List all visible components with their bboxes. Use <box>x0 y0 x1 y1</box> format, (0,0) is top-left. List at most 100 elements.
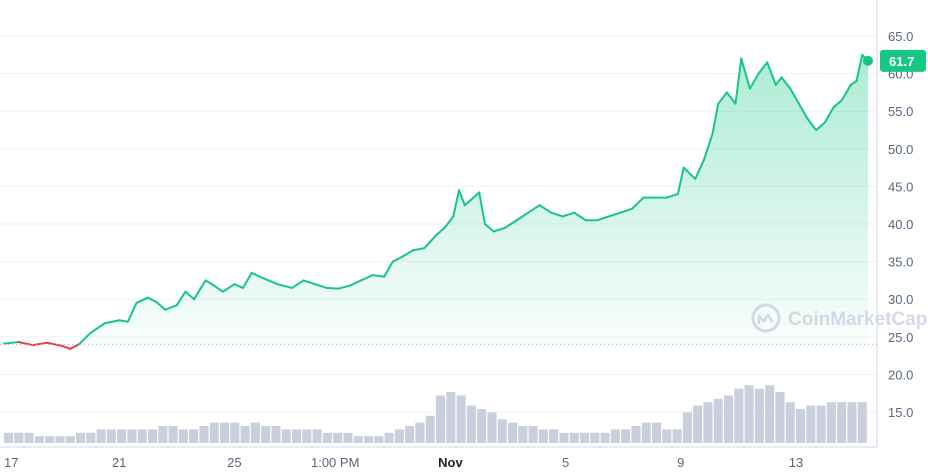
volume-bar <box>816 405 826 443</box>
price-line-segment <box>676 166 685 195</box>
volume-bar <box>209 422 219 443</box>
volume-bar <box>364 436 374 443</box>
volume-bar <box>374 436 384 443</box>
price-line-segment <box>325 286 340 290</box>
price-line-segment <box>175 290 187 307</box>
price-line-segment <box>46 341 63 347</box>
price-line-segment <box>619 207 633 214</box>
volume-bar <box>76 432 86 443</box>
price-line-segment <box>855 53 864 83</box>
price-line-segment <box>630 196 645 210</box>
price-line-segment <box>17 341 34 347</box>
price-line-segment <box>607 211 622 218</box>
price-line-segment <box>748 72 760 90</box>
volume-bar <box>4 432 14 443</box>
x-tick-label: 5 <box>562 455 569 470</box>
volume-bar <box>292 429 302 443</box>
volume-bar <box>837 402 847 443</box>
volume-bar <box>497 419 507 443</box>
y-tick-label: 45.0 <box>888 179 913 194</box>
volume-bar <box>240 426 250 443</box>
volume-bar <box>621 429 631 443</box>
x-tick-label: 21 <box>112 455 126 470</box>
price-line <box>3 53 869 350</box>
price-line-segment <box>314 283 328 289</box>
price-line-segment <box>694 159 705 180</box>
coinmarketcap-watermark: CoinMarketCap <box>751 303 927 333</box>
volume-bar <box>168 426 178 443</box>
price-line-segment <box>472 191 481 199</box>
volume-bar <box>600 432 610 443</box>
volume-bar <box>96 429 106 443</box>
y-tick-label: 65.0 <box>888 29 913 44</box>
volume-bar <box>693 405 703 443</box>
volume-bar <box>333 432 343 443</box>
volume-bar <box>86 432 96 443</box>
y-axis-ticks: 65.060.055.050.045.040.035.030.025.020.0… <box>888 29 913 420</box>
price-line-segment <box>391 256 403 263</box>
price-tag-background <box>880 49 926 72</box>
volume-bar <box>250 422 260 443</box>
price-line-segment <box>221 283 236 293</box>
volume-bar <box>322 432 332 443</box>
price-line-segment <box>250 271 265 280</box>
price-line-segment <box>411 247 426 252</box>
volume-bar <box>55 436 65 443</box>
volume-bar <box>281 429 291 443</box>
volume-bar <box>14 432 24 443</box>
volume-bar <box>641 422 651 443</box>
volume-bar <box>199 426 209 443</box>
volume-bar <box>24 432 34 443</box>
volume-bar <box>446 392 456 443</box>
price-line-segment <box>135 296 149 304</box>
x-tick-label: 1:00 PM <box>311 455 359 470</box>
price-line-segment <box>69 343 80 350</box>
price-line-segment <box>155 301 167 311</box>
volume-bar <box>220 422 230 443</box>
volume-bar <box>610 429 620 443</box>
volume-bar <box>384 432 394 443</box>
volume-bar <box>230 422 240 443</box>
volume-bar <box>117 429 127 443</box>
volume-bar <box>652 422 662 443</box>
price-line-segment <box>573 211 587 222</box>
volume-bar <box>312 429 322 443</box>
coinmarketcap-logo-icon <box>751 303 781 333</box>
y-tick-label: 50.0 <box>888 142 913 157</box>
price-line-segment <box>348 279 363 287</box>
price-line-segment <box>596 215 610 222</box>
price-line-segment <box>302 279 317 286</box>
volume-bar <box>436 395 446 443</box>
x-tick-label: 17 <box>4 455 18 470</box>
volume-bar <box>796 409 806 443</box>
price-line-segment <box>213 284 224 293</box>
price-line-segment <box>815 121 826 131</box>
y-tick-label: 35.0 <box>888 255 913 270</box>
x-tick-label: 25 <box>227 455 241 470</box>
price-line-segment <box>478 191 486 225</box>
price-line-segment <box>291 279 305 289</box>
volume-bar <box>713 398 723 443</box>
price-line-segment <box>504 219 518 229</box>
price-line-segment <box>550 211 564 218</box>
volume-bar <box>631 426 641 443</box>
price-line-segment <box>766 61 777 86</box>
price-line-segment <box>360 274 374 282</box>
volume-bar <box>590 432 600 443</box>
price-line-segment <box>184 290 196 301</box>
y-tick-label: 20.0 <box>888 367 913 382</box>
x-tick-label: 9 <box>677 455 684 470</box>
volume-bar <box>724 395 734 443</box>
price-line-segment <box>789 87 800 105</box>
volume-bar <box>127 429 137 443</box>
price-line-segment <box>780 76 792 90</box>
volume-bar <box>487 412 497 443</box>
price-line-segment <box>538 204 553 214</box>
price-line-segment <box>483 223 495 233</box>
price-line-segment <box>757 61 769 75</box>
volume-bar <box>425 415 435 443</box>
price-line-segment <box>147 296 158 304</box>
volume-bar <box>857 402 867 443</box>
volume-bar <box>775 392 785 443</box>
